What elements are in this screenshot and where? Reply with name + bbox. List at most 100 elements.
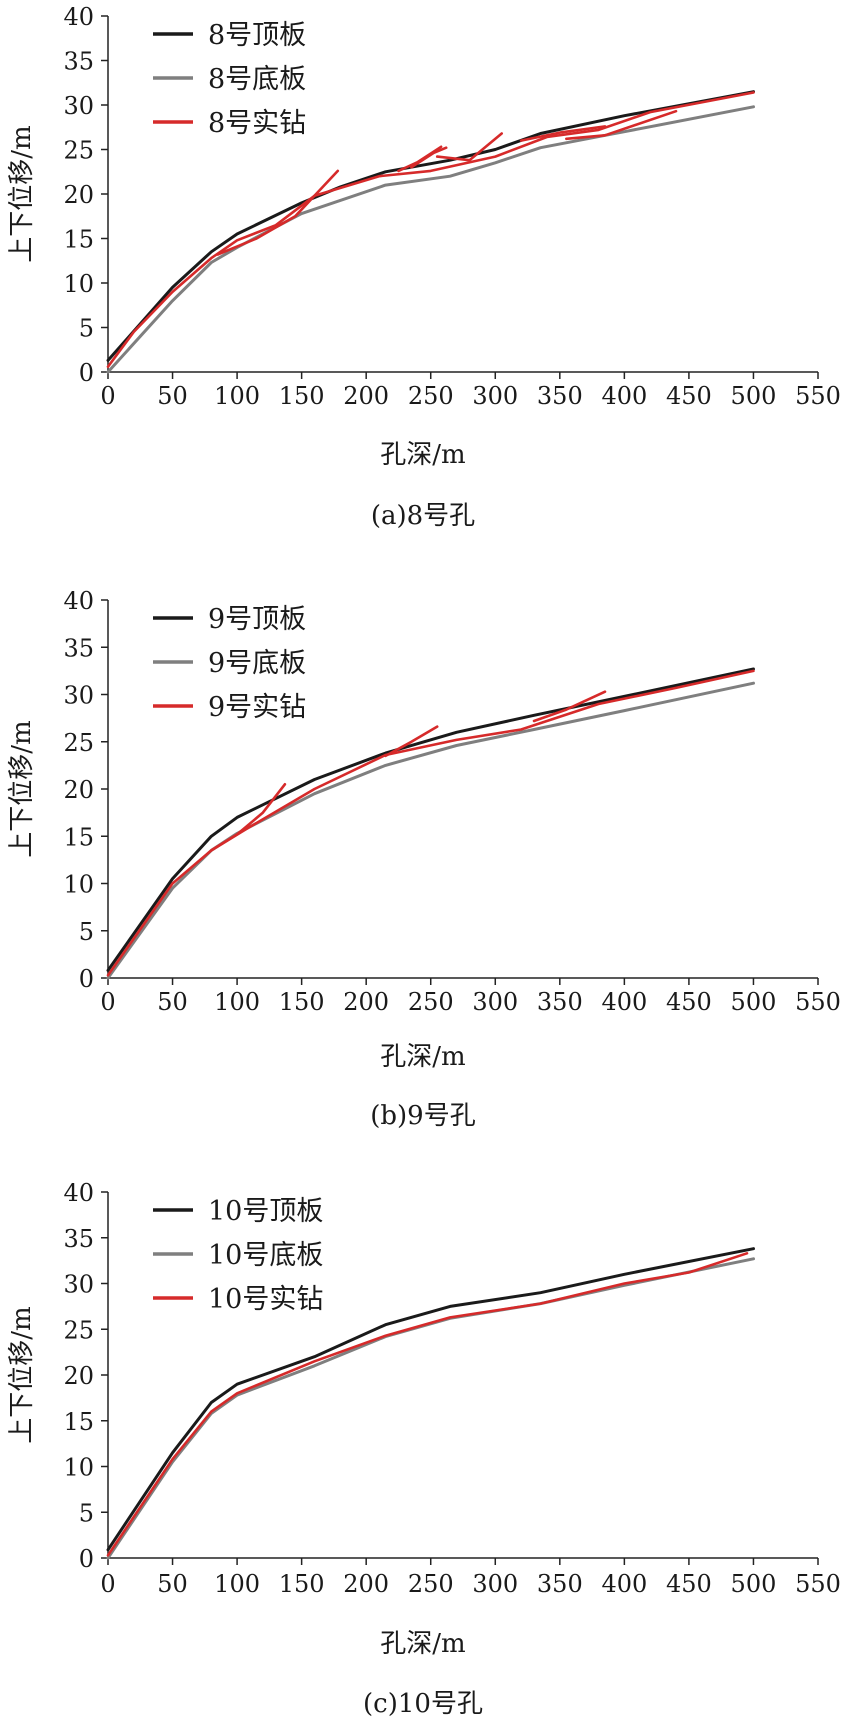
x-tick-label: 250 bbox=[408, 988, 454, 1016]
y-tick-label: 20 bbox=[63, 776, 94, 804]
series-line bbox=[106, 667, 755, 972]
x-tick-label: 150 bbox=[279, 988, 325, 1016]
x-tick-label: 350 bbox=[537, 1570, 583, 1598]
y-tick-label: 25 bbox=[63, 729, 94, 757]
y-tick-label: 30 bbox=[63, 1271, 94, 1299]
figure-caption: (b)9号孔 bbox=[370, 1101, 475, 1131]
x-tick-label: 0 bbox=[100, 1570, 115, 1598]
legend-label: 8号底板 bbox=[208, 64, 306, 95]
y-tick-label: 0 bbox=[79, 965, 94, 993]
x-tick-label: 350 bbox=[537, 382, 583, 410]
x-tick-label: 400 bbox=[601, 1570, 647, 1598]
series-line bbox=[106, 105, 755, 374]
series-segment bbox=[384, 725, 439, 758]
y-tick-label: 25 bbox=[63, 1316, 94, 1344]
y-tick-label: 30 bbox=[63, 92, 94, 120]
series-line bbox=[106, 669, 755, 977]
series-line bbox=[106, 1257, 755, 1560]
y-axis-label: 上下位移/m bbox=[7, 1306, 37, 1443]
x-tick-label: 50 bbox=[157, 988, 188, 1016]
y-tick-label: 5 bbox=[79, 1499, 94, 1527]
y-tick-label: 0 bbox=[79, 359, 94, 387]
x-tick-label: 400 bbox=[601, 382, 647, 410]
y-tick-label: 35 bbox=[63, 634, 94, 662]
y-axis-label: 上下位移/m bbox=[7, 720, 37, 857]
x-tick-label: 50 bbox=[157, 1570, 188, 1598]
series-segment bbox=[532, 690, 607, 723]
x-tick-label: 350 bbox=[537, 988, 583, 1016]
series-segment bbox=[410, 146, 448, 169]
legend-label: 9号实钻 bbox=[208, 692, 306, 723]
y-tick-label: 5 bbox=[79, 315, 94, 343]
x-tick-label: 150 bbox=[279, 382, 325, 410]
y-tick-label: 40 bbox=[63, 1179, 94, 1207]
legend-label: 10号顶板 bbox=[208, 1196, 323, 1227]
y-tick-label: 10 bbox=[63, 270, 94, 298]
y-tick-label: 20 bbox=[63, 1362, 94, 1390]
x-tick-label: 150 bbox=[279, 1570, 325, 1598]
series-line bbox=[106, 681, 755, 980]
x-tick-label: 0 bbox=[100, 988, 115, 1016]
legend-label: 9号底板 bbox=[208, 648, 306, 679]
x-tick-label: 450 bbox=[666, 1570, 712, 1598]
x-tick-label: 200 bbox=[343, 1570, 389, 1598]
x-tick-label: 500 bbox=[731, 988, 777, 1016]
y-axis-label: 上下位移/m bbox=[7, 125, 37, 262]
x-tick-label: 100 bbox=[214, 382, 260, 410]
y-tick-label: 15 bbox=[63, 226, 94, 254]
series-line bbox=[106, 90, 755, 362]
x-tick-label: 250 bbox=[408, 382, 454, 410]
series-line bbox=[106, 1247, 755, 1552]
series-segment bbox=[210, 783, 287, 852]
x-tick-label: 300 bbox=[472, 1570, 518, 1598]
y-tick-label: 15 bbox=[63, 1408, 94, 1436]
y-tick-label: 40 bbox=[63, 587, 94, 615]
legend-label: 10号底板 bbox=[208, 1240, 323, 1271]
x-axis-label: 孔深/m bbox=[380, 1042, 465, 1072]
legend-label: 9号顶板 bbox=[208, 604, 306, 635]
y-tick-label: 20 bbox=[63, 181, 94, 209]
y-tick-label: 5 bbox=[79, 918, 94, 946]
y-tick-label: 35 bbox=[63, 48, 94, 76]
y-tick-label: 35 bbox=[63, 1225, 94, 1253]
series-line bbox=[106, 91, 755, 368]
legend-label: 8号顶板 bbox=[208, 20, 306, 51]
x-tick-label: 550 bbox=[795, 988, 841, 1016]
x-tick-label: 300 bbox=[472, 988, 518, 1016]
x-tick-label: 300 bbox=[472, 382, 518, 410]
series-segment bbox=[565, 109, 678, 141]
y-tick-label: 40 bbox=[63, 3, 94, 31]
x-tick-label: 550 bbox=[795, 1570, 841, 1598]
x-tick-label: 200 bbox=[343, 382, 389, 410]
y-tick-label: 25 bbox=[63, 137, 94, 165]
x-tick-label: 550 bbox=[795, 382, 841, 410]
x-tick-label: 450 bbox=[666, 988, 712, 1016]
series-segment bbox=[435, 132, 503, 162]
x-tick-label: 200 bbox=[343, 988, 389, 1016]
x-tick-label: 100 bbox=[214, 988, 260, 1016]
x-tick-label: 450 bbox=[666, 382, 712, 410]
y-tick-label: 0 bbox=[79, 1545, 94, 1573]
x-tick-label: 500 bbox=[731, 1570, 777, 1598]
x-tick-label: 250 bbox=[408, 1570, 454, 1598]
x-axis-label: 孔深/m bbox=[380, 1629, 465, 1659]
y-tick-label: 10 bbox=[63, 1454, 94, 1482]
y-tick-label: 30 bbox=[63, 682, 94, 710]
legend-label: 8号实钻 bbox=[208, 108, 306, 139]
x-tick-label: 100 bbox=[214, 1570, 260, 1598]
series-segment bbox=[397, 145, 443, 173]
figure-caption: (c)10号孔 bbox=[363, 1689, 483, 1719]
y-tick-label: 10 bbox=[63, 871, 94, 899]
x-tick-label: 400 bbox=[601, 988, 647, 1016]
x-tick-label: 500 bbox=[731, 382, 777, 410]
legend-label: 10号实钻 bbox=[208, 1284, 323, 1315]
series-segment bbox=[519, 125, 607, 142]
x-tick-label: 50 bbox=[157, 382, 188, 410]
x-axis-label: 孔深/m bbox=[380, 440, 465, 470]
series-line bbox=[106, 1252, 749, 1557]
